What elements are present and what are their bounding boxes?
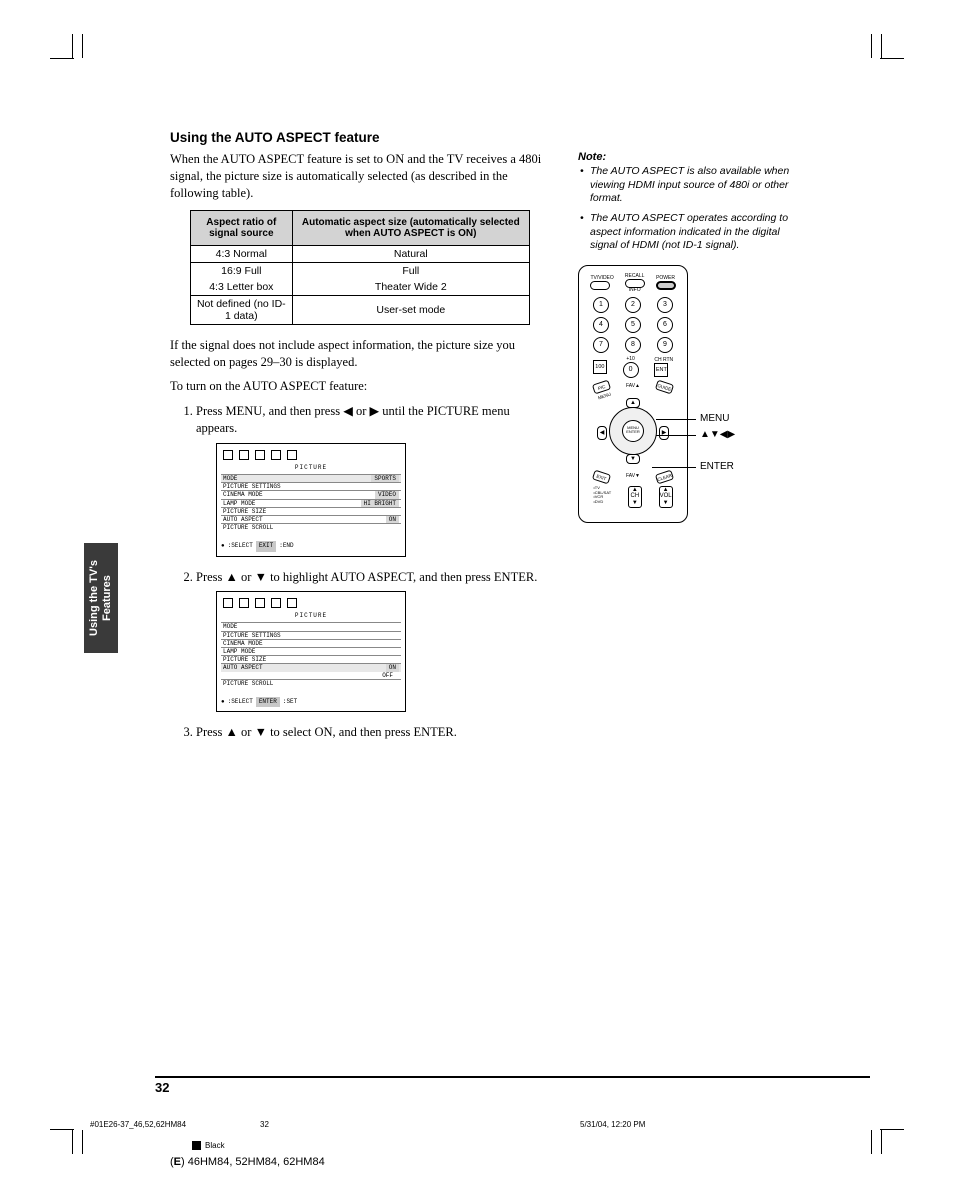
table-header: Automatic aspect size (automatically sel… [292,210,529,245]
step-2: Press ▲ or ▼ to highlight AUTO ASPECT, a… [196,569,550,713]
num-button: 8 [625,337,641,353]
num-button: 7 [593,337,609,353]
footer-model: (E) 46HM84, 52HM84, 62HM84 [170,1156,325,1168]
menu-enter-button: MENUENTER [622,420,644,442]
footer-file: #01E26-37_46,52,62HM84 [90,1120,186,1129]
step-3: Press ▲ or ▼ to select ON, and then pres… [196,724,550,741]
osd-footer: ●:SELECT ENTER:SET [221,697,401,707]
intro-text: When the AUTO ASPECT feature is set to O… [170,151,550,202]
page-content: Using the AUTO ASPECT feature When the A… [170,130,890,747]
table-cell: 4:3 Letter box [191,279,293,296]
num-button: 2 [625,297,641,313]
osd-row: AUTO ASPECTON [221,515,401,523]
section-heading: Using the AUTO ASPECT feature [170,130,890,145]
num-button: 3 [657,297,673,313]
num-button: 5 [625,317,641,333]
table-cell: Theater Wide 2 [292,279,529,296]
tvvideo-button [590,281,610,290]
dpad-up: ▲ [626,398,640,408]
osd-row: PICTURE SIZE [221,655,401,663]
remote-diagram: TV/VIDEO RECALLINFO POWER 123 456 789 10… [578,265,688,523]
osd-row: LAMP MODE [221,647,401,655]
table-cell: Full [292,262,529,279]
table-cell: Natural [292,245,529,262]
osd-row: CINEMA MODE [221,639,401,647]
picmenu-button: PIC MENU [592,379,611,394]
table-header: Aspect ratio of signal source [191,210,293,245]
page-number: 32 [155,1076,870,1095]
left-column: When the AUTO ASPECT feature is set to O… [170,151,550,747]
osd-screen-2: PICTURE MODEPICTURE SETTINGSCINEMA MODEL… [216,591,406,712]
num-button: 9 [657,337,673,353]
left-arrow-icon: ◀ [343,404,353,418]
table-cell: User-set mode [292,295,529,324]
osd-title: PICTURE [221,464,401,472]
ent-button: ENT [654,363,668,377]
osd-row: LAMP MODEHI BRIGHT [221,499,401,507]
osd-row: AUTO ASPECTON [221,663,401,671]
num-button: 100 [593,360,607,374]
osd-footer: ●:SELECT EXIT:END [221,541,401,551]
osd-row: MODE [221,622,401,630]
note-item: The AUTO ASPECT operates according to as… [578,212,798,253]
up-arrow-icon: ▲ [226,725,238,739]
osd-icons [221,596,401,612]
dpad-left: ◀ [597,426,607,440]
osd-row: PICTURE SETTINGS [221,631,401,639]
num-button: 1 [593,297,609,313]
side-tab: Using the TV's Features [84,543,118,653]
osd-title: PICTURE [221,612,401,620]
vol-rocker: ▲VOL▼ [659,486,673,508]
num-button: 6 [657,317,673,333]
osd-row: CINEMA MODEVIDEO [221,490,401,498]
dpad-right: ▶ [659,426,669,440]
aspect-table: Aspect ratio of signal source Automatic … [190,210,530,325]
after-table-2: To turn on the AUTO ASPECT feature: [170,378,550,395]
right-arrow-icon: ▶ [370,404,380,418]
clear-button: CLEAR [655,469,674,484]
footer-page: 32 [260,1120,269,1129]
num-button: 4 [593,317,609,333]
dpad: ▲ ▼ ◀ ▶ MENUENTER [593,396,673,466]
step-1: Press MENU, and then press ◀ or ▶ until … [196,403,550,556]
down-arrow-icon: ▼ [255,725,267,739]
osd-row: PICTURE SCROLL [221,523,401,531]
osd-row: PICTURE SETTINGS [221,482,401,490]
table-cell: Not defined (no ID-1 data) [191,295,293,324]
osd-row: OFF [221,672,401,679]
osd-icons [221,448,401,464]
guide-button: GUIDE [655,379,674,394]
callout-enter: ENTER [700,461,734,472]
callout-menu: MENU [700,413,729,424]
exit-button: EXIT [592,469,611,484]
osd-screen-1: PICTURE MODESPORTSPICTURE SETTINGSCINEMA… [216,443,406,557]
after-table-1: If the signal does not include aspect in… [170,337,550,371]
ch-rocker: ▲CH▼ [628,486,642,508]
down-arrow-icon: ▼ [255,570,267,584]
callout-arrows: ▲▼◀▶ [700,429,735,440]
osd-row: PICTURE SCROLL [221,679,401,687]
table-cell: 4:3 Normal [191,245,293,262]
steps-list: Press MENU, and then press ◀ or ▶ until … [196,403,550,741]
osd-row: PICTURE SIZE [221,507,401,515]
table-cell: 16:9 Full [191,262,293,279]
right-column: Note: The AUTO ASPECT is also available … [578,151,798,747]
note-heading: Note: [578,151,798,163]
power-button [656,281,676,290]
dpad-down: ▼ [626,454,640,464]
footer-black: Black [192,1141,225,1150]
note-item: The AUTO ASPECT is also available when v… [578,165,798,206]
osd-row: MODESPORTS [221,474,401,482]
up-arrow-icon: ▲ [226,570,238,584]
mode-labels: •TV•CBL/SAT•VCR•DVD [593,486,611,508]
note-list: The AUTO ASPECT is also available when v… [578,165,798,253]
num-button: 0 [623,362,639,378]
footer-date: 5/31/04, 12:20 PM [580,1120,645,1129]
